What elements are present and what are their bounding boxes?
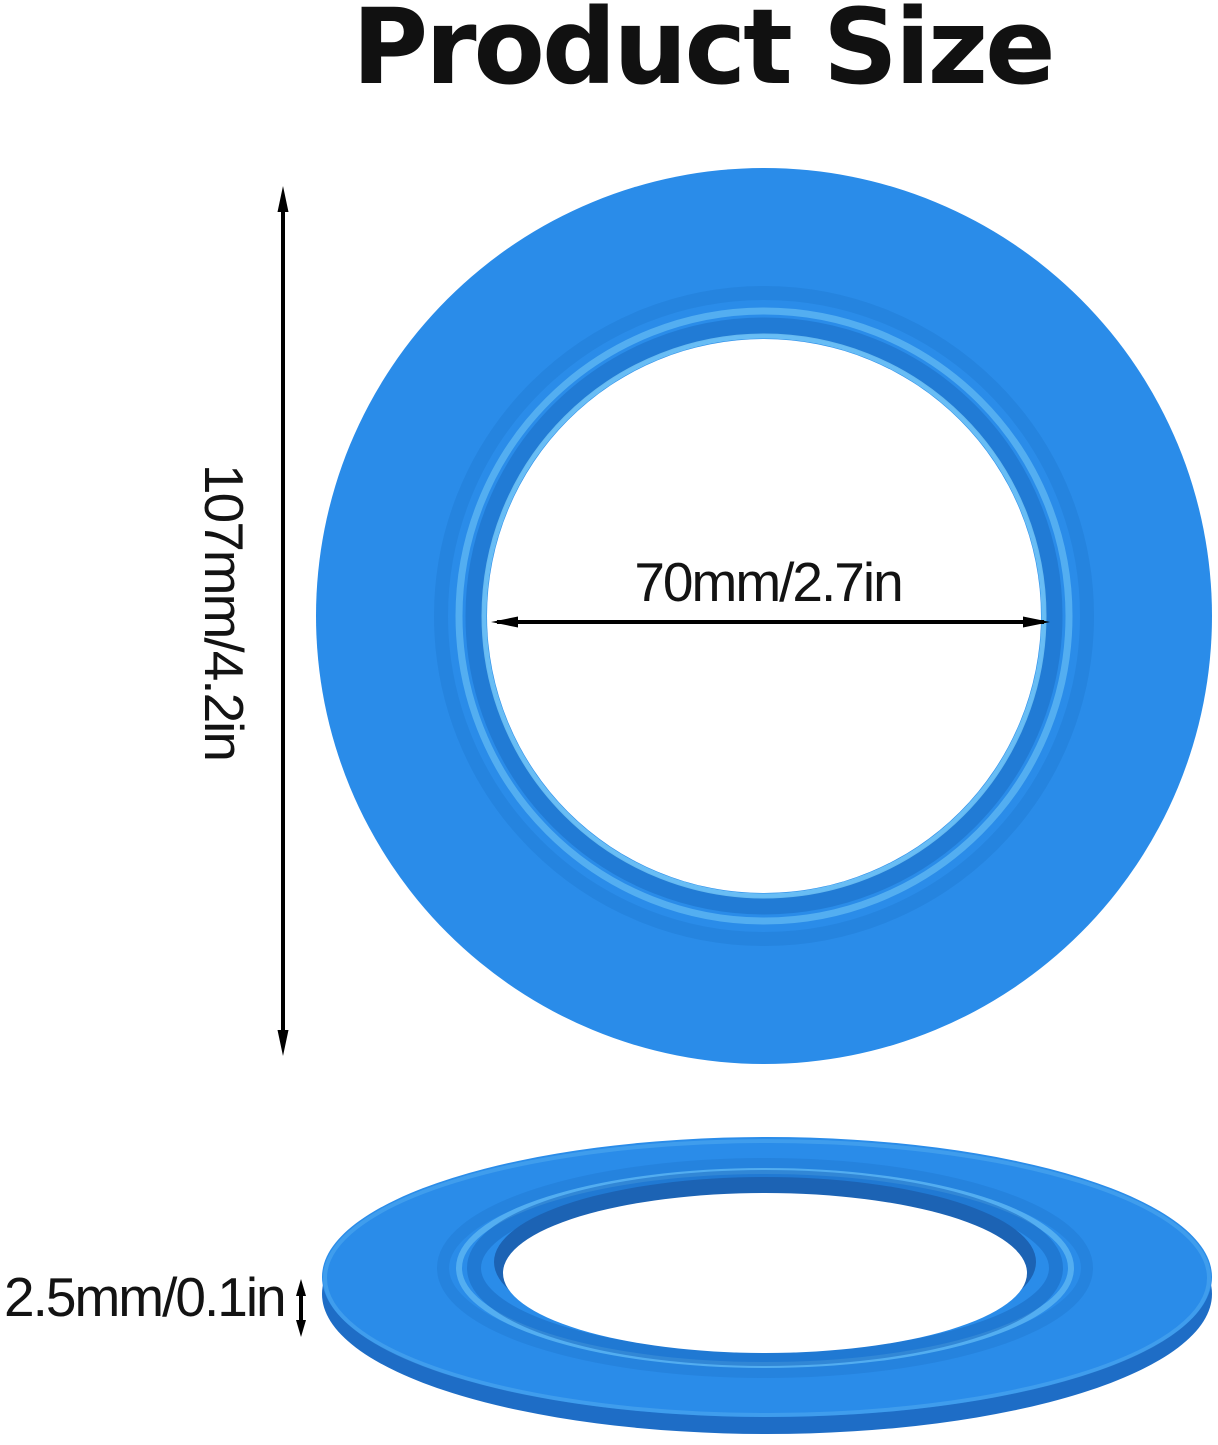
outer-diameter-label: 107mm/4.2in	[193, 464, 255, 760]
inner-diameter-label: 70mm/2.7in	[634, 551, 903, 613]
inner-diameter-dimension	[491, 616, 1050, 628]
side-ring-rim-highlight	[323, 1139, 1211, 1417]
inner-diameter-arrowhead-left	[491, 616, 518, 628]
outer-diameter-arrowhead-down	[277, 1030, 289, 1056]
side-view-ring	[322, 1137, 1212, 1434]
top-ring-lip-highlight	[455, 307, 1073, 925]
thickness-arrowhead-up	[296, 1279, 306, 1296]
side-ring-outer-groove-shadow	[437, 1158, 1093, 1378]
top-view-ring	[316, 168, 1212, 1064]
page-title: Product Size	[352, 0, 1056, 108]
outer-diameter-arrowhead-up	[277, 186, 289, 212]
top-ring-hole	[487, 339, 1041, 893]
side-ring-hole	[503, 1193, 1027, 1353]
top-ring-hole-rim-light	[481, 333, 1047, 899]
thickness-arrowhead-down	[296, 1320, 306, 1337]
top-ring-inner-groove	[465, 317, 1063, 915]
top-ring-outer-groove-shadow	[434, 286, 1094, 946]
thickness-label: 2.5mm/0.1in	[4, 1266, 287, 1328]
inner-diameter-arrowhead-right	[1023, 616, 1050, 628]
outer-diameter-dimension	[277, 186, 289, 1056]
thickness-dimension	[296, 1279, 306, 1337]
